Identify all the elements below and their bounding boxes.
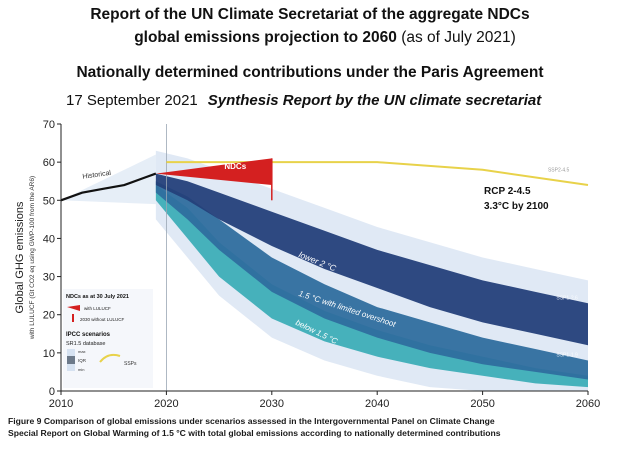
rcp-annotation-line-1: RCP 2-4.5 [484, 186, 531, 197]
x-tick-label: 2050 [470, 398, 494, 410]
header-line-2-main: global emissions projection to 2060 [134, 29, 397, 46]
legend-iqr-swatch [67, 356, 75, 364]
y-tick-label: 60 [43, 157, 55, 169]
y-tick-label: 70 [43, 119, 55, 131]
legend-background [63, 289, 153, 388]
figure-caption: Figure 9 Comparison of global emissions … [8, 415, 614, 439]
legend-ipcc-title: IPCC scenarios [66, 332, 111, 338]
historical-line [60, 172, 157, 202]
header-line-2: global emissions projection to 2060 (as … [0, 29, 620, 47]
x-tick-label: 2060 [576, 398, 600, 410]
scenario-bands-layer [155, 173, 589, 388]
legend-range-min: min [78, 367, 84, 372]
y-axis-label: Global GHG emissions [14, 201, 26, 313]
legend: NDCs as at 30 July 2021 with LULUCF 2030… [63, 289, 153, 388]
header-line-3: Nationally determined contributions unde… [76, 64, 544, 81]
legend-ndcs-without: 2030 without LULUCF [80, 317, 125, 322]
y-tick-label: 30 [43, 272, 55, 284]
label-ndcs: NDCs [224, 162, 246, 171]
y-tick-label: 0 [49, 386, 55, 398]
lines-layer [60, 124, 589, 391]
band-below-1-5c [155, 185, 589, 388]
legend-ssp-swatch [99, 353, 121, 363]
legend-ipcc-sub: SR1.5 database [66, 341, 105, 347]
band-lower-2c [155, 173, 589, 346]
report-subtitle: Synthesis Report by the UN climate secre… [207, 92, 542, 109]
y-tick-label: 50 [43, 195, 55, 207]
rcp-annotation-line-2: 3.3°C by 2100 [484, 201, 549, 212]
ssp245-line [166, 161, 589, 187]
header-line-1: Report of the UN Climate Secretariat of … [90, 6, 530, 23]
label-historical: Historical [82, 170, 112, 181]
x-tick-label: 2020 [154, 398, 178, 410]
legend-ssps: SSPs [124, 361, 137, 367]
x-tick-label: 2010 [49, 398, 73, 410]
caption-line-1: Figure 9 Comparison of global emissions … [8, 416, 495, 426]
legend-ndcs-with: with LULUCF [84, 306, 111, 311]
legend-range-iqr: IQR [78, 358, 87, 363]
legend-ndcs-title: NDCs as at 30 July 2021 [66, 294, 129, 300]
legend-ndcs-wedge-swatch [67, 305, 80, 311]
label-ssp119: SSP1-1.9 [556, 353, 578, 359]
y-tick-label: 40 [43, 233, 55, 245]
caption-line-2: Special Report on Global Warming of 1.5 … [8, 428, 501, 438]
ndcs-wedge [155, 158, 272, 186]
band-limited-overshoot [155, 181, 589, 380]
header-line-2-note: (as of July 2021) [401, 29, 516, 46]
y-axis-sublabel: with LULUCF (Gt CO2 eq using GWP-100 fro… [29, 176, 36, 340]
y-tick-label: 10 [43, 348, 55, 360]
label-ssp245: SSP2-4.5 [548, 167, 570, 173]
header-line-4: 17 September 2021 Synthesis Report by the… [66, 92, 541, 109]
label-ssp126: SSP1-2.6 [556, 295, 578, 301]
y-tick-label: 20 [43, 310, 55, 322]
report-date: 17 September 2021 [66, 92, 198, 109]
x-tick-label: 2040 [365, 398, 389, 410]
legend-range-max: max [78, 349, 86, 354]
x-tick-label: 2030 [260, 398, 284, 410]
